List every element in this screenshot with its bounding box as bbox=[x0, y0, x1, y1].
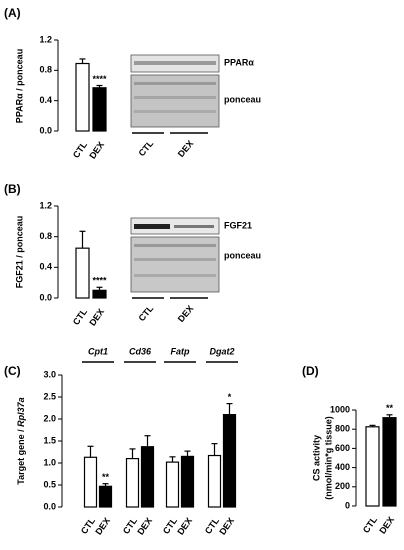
bar bbox=[165, 461, 180, 508]
bar bbox=[75, 247, 90, 299]
x-tick-label: CTL bbox=[71, 306, 90, 326]
panel-label: (B) bbox=[4, 182, 21, 196]
y-tick-label: 600 bbox=[335, 443, 350, 453]
blot-signal bbox=[174, 225, 214, 228]
y-tick-label: 2.0 bbox=[43, 413, 56, 423]
y-tick-label: 0.8 bbox=[39, 231, 52, 241]
blot-label: ponceau bbox=[224, 94, 261, 104]
x-tick-label: DEX bbox=[93, 516, 112, 537]
blot-label: PPARα bbox=[224, 57, 254, 67]
bar bbox=[140, 446, 155, 508]
blot-label: FGF21 bbox=[224, 220, 252, 230]
y-axis-label: Target gene / Rpl37a bbox=[16, 397, 26, 484]
y-tick-label: 1.2 bbox=[39, 34, 52, 44]
significance-label: * bbox=[228, 392, 232, 402]
significance-label: ** bbox=[102, 472, 110, 482]
y-tick-label: 0.4 bbox=[39, 95, 52, 105]
y-axis-label: FGF21 / ponceau bbox=[14, 216, 24, 289]
blot-stripe bbox=[134, 110, 216, 113]
x-tick-label: DEX bbox=[377, 515, 396, 536]
panel-label: (A) bbox=[4, 6, 21, 20]
y-tick-label: 0.5 bbox=[43, 479, 56, 489]
significance-label: **** bbox=[92, 276, 107, 286]
y-tick-label: 1.5 bbox=[43, 435, 56, 445]
x-tick-label: CTL bbox=[361, 514, 380, 534]
lane-label: DEX bbox=[176, 303, 196, 324]
bar bbox=[365, 426, 380, 507]
category-label: Fatp bbox=[171, 346, 191, 356]
y-tick-label: 200 bbox=[335, 481, 350, 491]
bar bbox=[382, 417, 397, 507]
lane-label: DEX bbox=[176, 138, 196, 159]
y-tick-label: 3.0 bbox=[43, 369, 56, 379]
y-axis-label-part: Rpl37a bbox=[16, 397, 26, 427]
blot-stripe bbox=[134, 244, 216, 247]
y-tick-label: 0.0 bbox=[43, 501, 56, 511]
y-axis-label: (nmol/min*g tissue) bbox=[323, 416, 333, 500]
y-tick-label: 0.0 bbox=[39, 292, 52, 302]
y-tick-label: 2.5 bbox=[43, 391, 56, 401]
bar bbox=[92, 87, 107, 132]
category-label: Cd36 bbox=[129, 346, 152, 356]
y-tick-label: 800 bbox=[335, 424, 350, 434]
y-tick-label: 1.0 bbox=[43, 457, 56, 467]
bar bbox=[125, 458, 140, 508]
category-label: Dgat2 bbox=[209, 346, 234, 356]
significance-label: **** bbox=[92, 74, 107, 84]
y-tick-label: 1.2 bbox=[39, 200, 52, 210]
y-tick-label: 0.4 bbox=[39, 262, 52, 272]
y-axis-label: PPARα / ponceau bbox=[14, 49, 24, 123]
blot-stripe bbox=[134, 96, 216, 99]
y-tick-label: 400 bbox=[335, 462, 350, 472]
bar bbox=[207, 454, 222, 508]
bar bbox=[180, 455, 195, 508]
bar bbox=[75, 62, 90, 132]
lane-label: CTL bbox=[136, 138, 155, 158]
blot-signal bbox=[134, 224, 170, 229]
y-tick-label: 0 bbox=[345, 500, 350, 510]
blot-stripe bbox=[134, 258, 216, 261]
y-tick-label: 0.0 bbox=[39, 125, 52, 135]
x-tick-label: DEX bbox=[135, 516, 154, 537]
bar bbox=[98, 485, 113, 508]
x-tick-label: DEX bbox=[175, 516, 194, 537]
blot-stripe bbox=[134, 274, 216, 277]
x-tick-label: DEX bbox=[87, 307, 106, 328]
lane-label: CTL bbox=[136, 303, 155, 323]
y-tick-label: 0.8 bbox=[39, 65, 52, 75]
x-tick-label: DEX bbox=[217, 516, 236, 537]
y-axis-label-part: Target gene / bbox=[16, 427, 26, 485]
bar bbox=[83, 456, 98, 508]
blot-label: ponceau bbox=[224, 250, 261, 260]
y-axis-label: CS activity bbox=[311, 435, 321, 481]
significance-label: ** bbox=[386, 403, 394, 413]
bar bbox=[92, 289, 107, 299]
category-label: Cpt1 bbox=[88, 346, 108, 356]
y-tick-label: 1000 bbox=[330, 404, 350, 414]
blot-signal bbox=[134, 61, 216, 65]
blot-stripe bbox=[134, 82, 216, 85]
panel-label: (C) bbox=[4, 364, 21, 378]
x-tick-label: DEX bbox=[87, 140, 106, 161]
panel-label: (D) bbox=[302, 364, 319, 378]
bar bbox=[222, 414, 237, 508]
x-tick-label: CTL bbox=[71, 139, 90, 159]
